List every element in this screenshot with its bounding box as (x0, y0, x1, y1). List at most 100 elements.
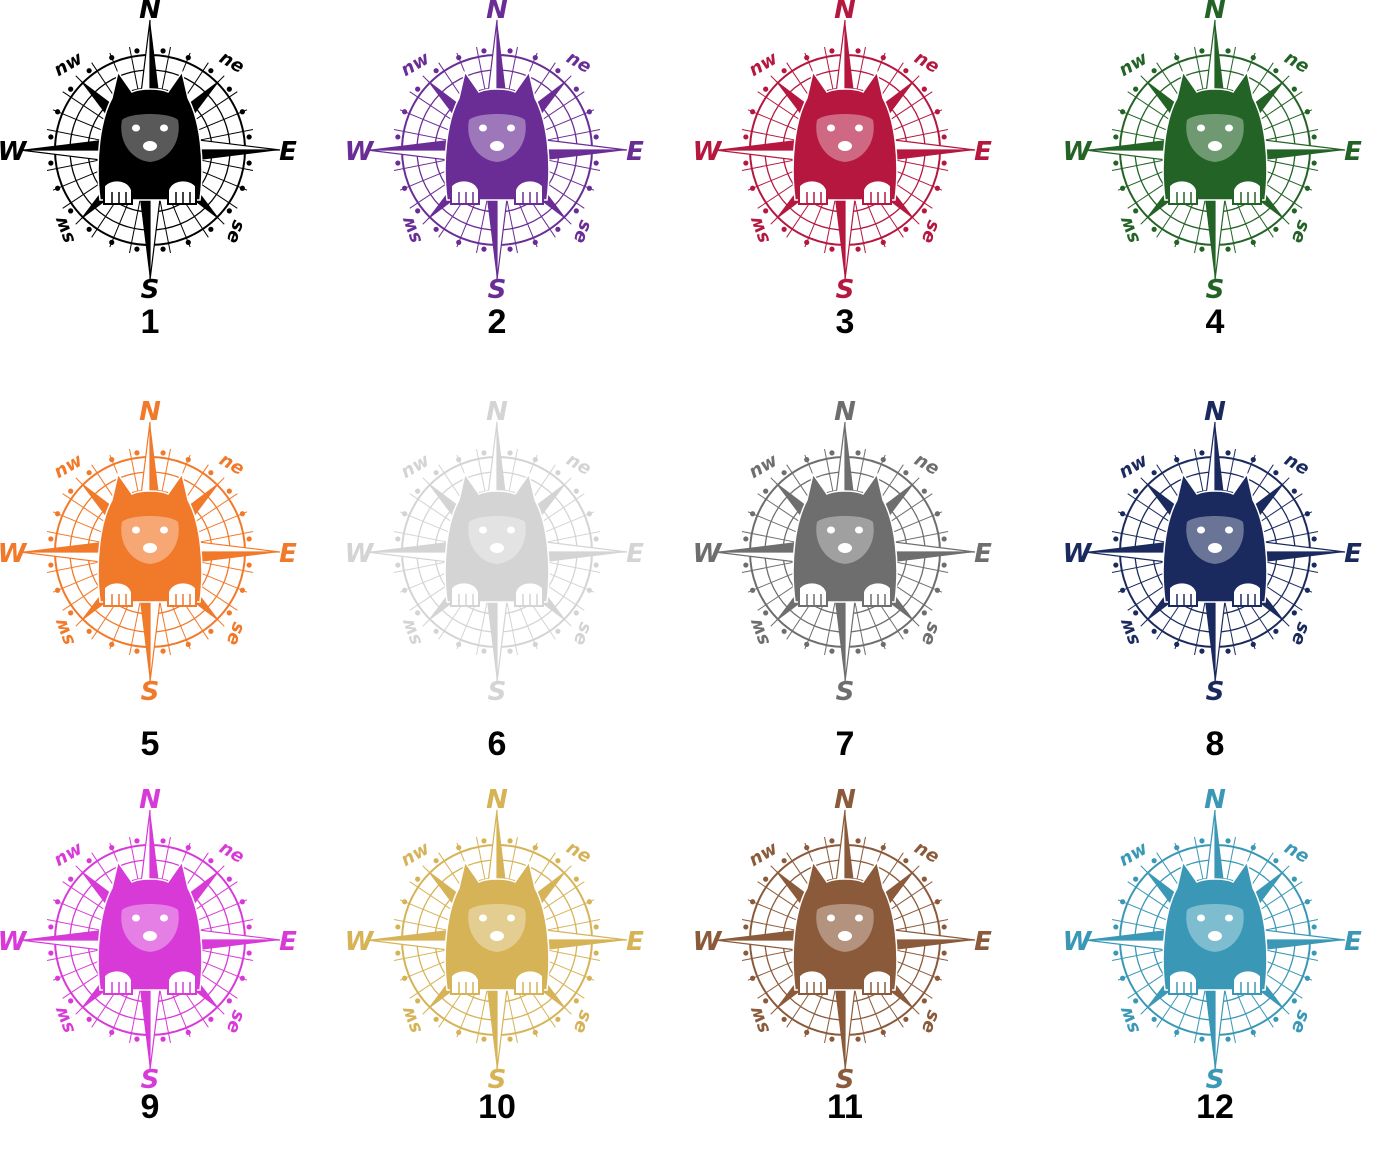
label-northeast: ne (1281, 449, 1313, 480)
compass-dot (1199, 648, 1205, 654)
compass-dot (804, 1029, 810, 1035)
compass-dot (1113, 134, 1119, 140)
compass-dot (903, 628, 909, 634)
compass-dot (68, 488, 74, 494)
compass-dot (1273, 628, 1279, 634)
compass-dot (48, 536, 54, 542)
label-north: N (1204, 397, 1226, 427)
label-east: E (626, 927, 644, 957)
compass-dot (185, 1029, 191, 1035)
compass-dot (1174, 845, 1180, 851)
compass-dot (86, 470, 92, 476)
compass-dot (743, 160, 749, 166)
compass-dot (855, 1036, 861, 1042)
compass-dot (246, 536, 252, 542)
compass-dot (804, 239, 810, 245)
compass-dot (941, 924, 947, 930)
compass-dot (573, 208, 579, 214)
variant-number: 2 (487, 303, 507, 341)
compass-dot (781, 628, 787, 634)
compass-dot (48, 160, 54, 166)
compass-dot (160, 648, 166, 654)
compass-dot (433, 68, 439, 74)
compass-dot (109, 457, 115, 463)
compass-dot (433, 470, 439, 476)
compass-dot (1250, 641, 1256, 647)
compass-dot (880, 641, 886, 647)
compass-dot (415, 488, 421, 494)
compass-dot (880, 457, 886, 463)
compass-dot (239, 587, 245, 593)
label-north: N (834, 397, 856, 427)
compass-dot (1151, 628, 1157, 634)
compass-dot (109, 1029, 115, 1035)
compass-dot (750, 511, 756, 517)
compass-dot (1199, 838, 1205, 844)
variant-number: 11 (827, 1088, 863, 1126)
compass-dot (1151, 68, 1157, 74)
label-north: N (486, 0, 508, 25)
compass-dot (68, 998, 74, 1004)
label-southwest: sw (397, 213, 426, 246)
label-west: W (693, 137, 723, 167)
label-southeast: se (1287, 619, 1315, 648)
compass-dot (160, 48, 166, 54)
compass-dot (1113, 562, 1119, 568)
compass-dot (1225, 48, 1231, 54)
compass-dot (934, 109, 940, 115)
compass-dot (134, 838, 140, 844)
label-southeast: se (222, 619, 250, 648)
compass-dot (1120, 587, 1126, 593)
label-west: W (345, 539, 375, 569)
compass-dot (395, 924, 401, 930)
compass-dot (1120, 185, 1126, 191)
compass-dot (555, 470, 561, 476)
compass-dot (781, 68, 787, 74)
compass-dot (507, 648, 513, 654)
compass-dot (402, 975, 408, 981)
compass-dot (134, 1036, 140, 1042)
compass-dot (903, 1016, 909, 1022)
compass-dot (532, 1029, 538, 1035)
compass-dot (226, 208, 232, 214)
label-northeast: ne (216, 449, 248, 480)
label-southwest: sw (745, 1003, 774, 1036)
label-east: E (974, 539, 992, 569)
variant-number: 4 (1205, 303, 1225, 341)
compass-dot (880, 845, 886, 851)
compass-dot (1174, 457, 1180, 463)
compass-dot (903, 226, 909, 232)
label-west: W (1063, 539, 1093, 569)
label-southwest: sw (50, 1003, 79, 1036)
compass-dot (1291, 610, 1297, 616)
compass-dot (402, 899, 408, 905)
compass-dot (763, 208, 769, 214)
compass-dot (934, 511, 940, 517)
compass-dot (1133, 998, 1139, 1004)
compass-dot (160, 246, 166, 252)
compass-dot (829, 48, 835, 54)
compass-dot (1250, 845, 1256, 851)
compass-dot (1311, 160, 1317, 166)
variant-number: 7 (835, 725, 855, 763)
compass-dot (160, 838, 166, 844)
compass-dot (586, 587, 592, 593)
compass-dot (921, 876, 927, 882)
compass-dot (246, 924, 252, 930)
compass-rose-icon: N S E Wne nw se sw (693, 785, 992, 1095)
label-east: E (974, 927, 992, 957)
label-south: S (836, 1065, 855, 1095)
compass-dot (921, 610, 927, 616)
compass-dot (48, 950, 54, 956)
dog-portrait-icon (444, 472, 550, 607)
compass-dot (1113, 536, 1119, 542)
label-northeast: ne (563, 837, 595, 868)
label-northeast: ne (911, 837, 943, 868)
compass-dot (743, 924, 749, 930)
